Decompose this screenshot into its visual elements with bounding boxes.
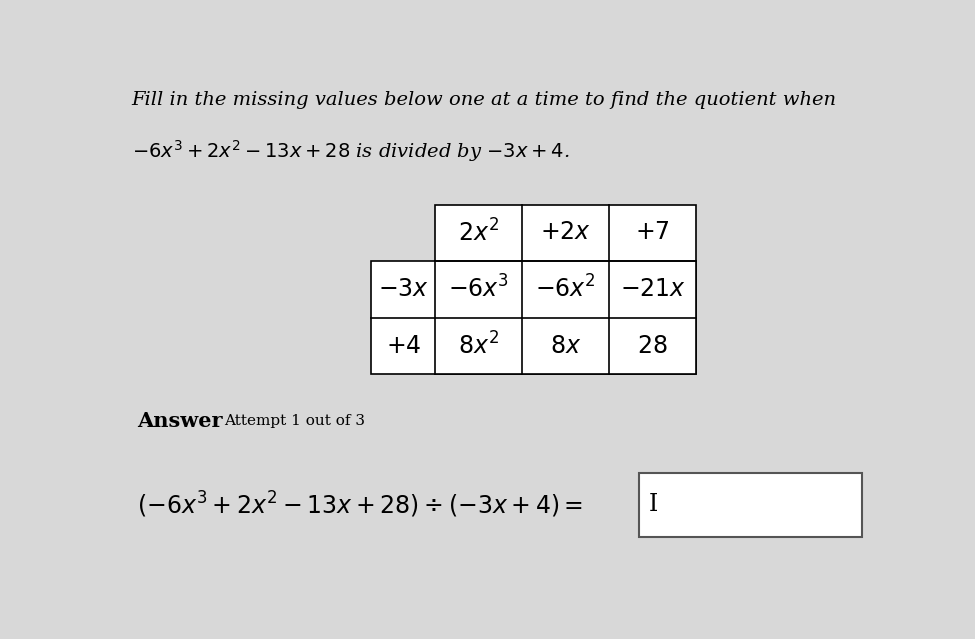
Text: $-6x^2$: $-6x^2$ — [535, 276, 597, 303]
Text: $-3x$: $-3x$ — [378, 278, 429, 301]
Text: $-6x^3 + 2x^2 - 13x + 28$ is divided by $-3x + 4$.: $-6x^3 + 2x^2 - 13x + 28$ is divided by … — [132, 138, 569, 164]
Text: $+7$: $+7$ — [636, 221, 670, 244]
Text: $+2x$: $+2x$ — [540, 221, 591, 244]
Text: $+4$: $+4$ — [386, 335, 421, 358]
Text: $(-6x^3 + 2x^2 - 13x + 28) \div (-3x + 4) =$: $(-6x^3 + 2x^2 - 13x + 28) \div (-3x + 4… — [136, 489, 583, 520]
Text: $2x^2$: $2x^2$ — [458, 219, 499, 247]
Text: $-21x$: $-21x$ — [620, 278, 685, 301]
Bar — [640, 473, 863, 537]
Bar — [371, 261, 696, 374]
Text: Answer: Answer — [136, 411, 222, 431]
Text: $-6x^3$: $-6x^3$ — [448, 276, 510, 303]
Bar — [436, 204, 696, 374]
Text: Fill in the missing values below one at a time to find the quotient when: Fill in the missing values below one at … — [132, 91, 837, 109]
Text: $28$: $28$ — [638, 335, 668, 358]
Text: $8x$: $8x$ — [550, 335, 581, 358]
Text: I: I — [648, 493, 658, 516]
Text: Attempt 1 out of 3: Attempt 1 out of 3 — [224, 414, 365, 428]
Text: $8x^2$: $8x^2$ — [458, 332, 499, 360]
